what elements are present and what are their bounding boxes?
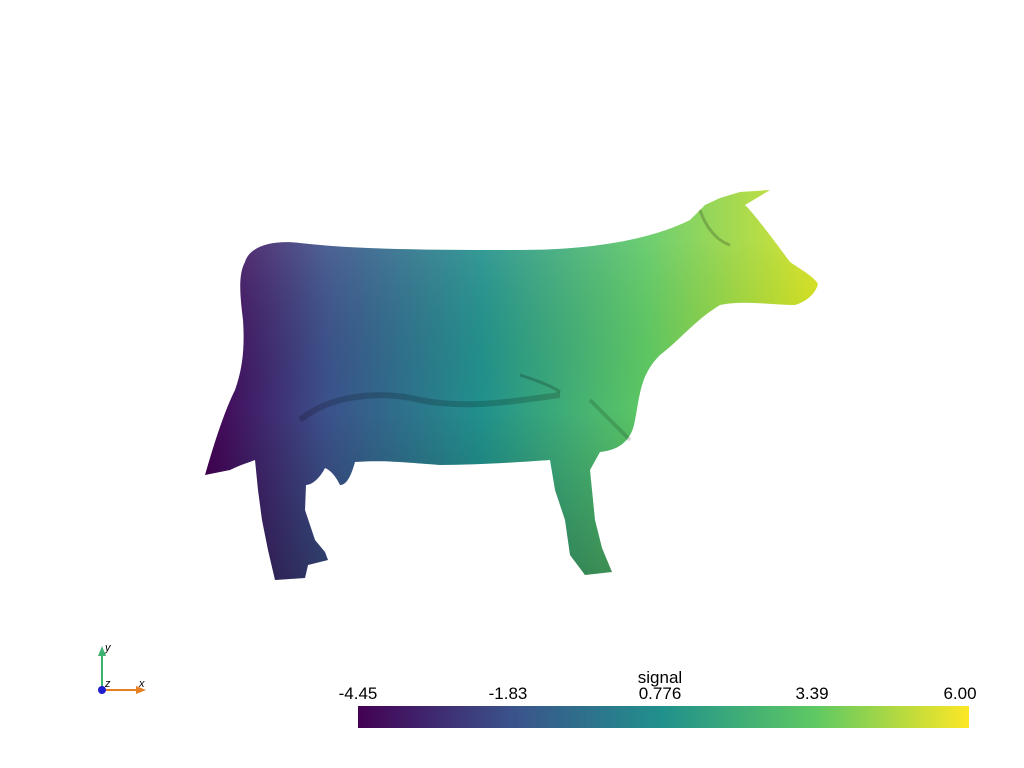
x-axis-arrow <box>136 686 146 694</box>
scalar-bar-tick: 3.39 <box>795 684 829 703</box>
scalar-bar-tick: -1.83 <box>488 684 528 703</box>
scalar-bar-tick: -4.45 <box>338 684 378 703</box>
scalar-bar-colormap <box>358 706 969 728</box>
z-axis-label: z <box>104 678 111 690</box>
scalar-bar-tick: 0.776 <box>638 684 682 703</box>
scalar-bar-title: signal <box>637 668 683 687</box>
scalar-bar: signal -4.45 -1.83 0.776 3.39 6.00 <box>330 668 990 738</box>
orientation-axes-widget: y z x <box>98 642 146 694</box>
y-axis-label: y <box>104 642 112 654</box>
x-axis-label: x <box>138 678 145 690</box>
z-axis-dot <box>98 686 106 694</box>
y-axis-arrow <box>98 646 106 656</box>
scalar-bar-tick: 6.00 <box>943 684 977 703</box>
